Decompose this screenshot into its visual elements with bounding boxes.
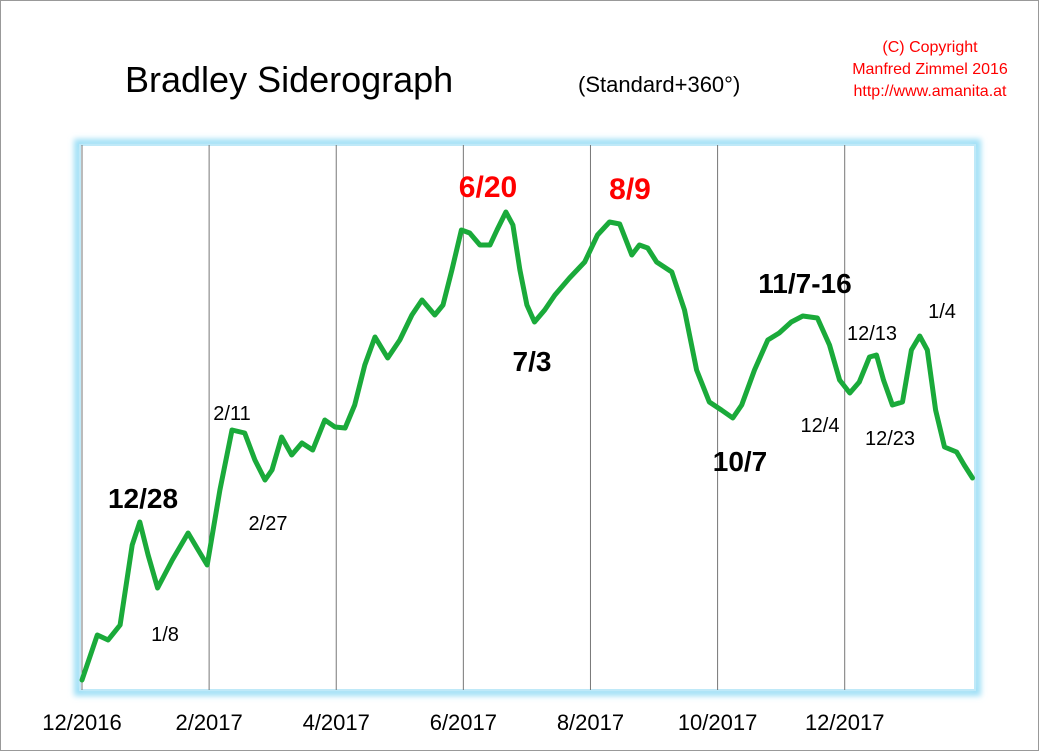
- credit: Manfred Zimmel 2016: [852, 61, 1008, 78]
- line: [79, 209, 975, 683]
- x-tick-label: 12/2016: [42, 710, 122, 735]
- annotation: 1/8: [151, 624, 179, 646]
- annotation: 7/3: [513, 346, 552, 377]
- x-tick-label: 8/2017: [557, 710, 624, 735]
- chart-subtitle: (Standard+360°): [578, 72, 740, 97]
- annotation: 1/4: [928, 301, 956, 323]
- annotation: 2/11: [213, 403, 250, 425]
- chart-title: Bradley Siderograph: [125, 59, 453, 100]
- annotation: 2/27: [249, 513, 288, 535]
- credit: (C) Copyright: [882, 39, 978, 56]
- plot-glow: [74, 139, 981, 696]
- annotation: 11/7-16: [758, 268, 851, 299]
- annotation: 12/4: [801, 415, 840, 437]
- credit: http://www.amanita.at: [854, 83, 1008, 100]
- annotation: 6/20: [459, 171, 517, 204]
- x-tick-label: 6/2017: [430, 710, 497, 735]
- plot-area: [79, 144, 976, 691]
- annotation: 10/7: [713, 446, 768, 477]
- x-tick-label: 12/2017: [805, 710, 885, 735]
- annotation: 8/9: [609, 173, 651, 206]
- x-tick-label: 2/2017: [175, 710, 242, 735]
- annotation: 12/28: [108, 483, 178, 514]
- annotation: 12/23: [865, 428, 915, 450]
- x-tick-label: 4/2017: [303, 710, 370, 735]
- annotation: 12/13: [847, 323, 897, 345]
- x-tick-label: 10/2017: [678, 710, 758, 735]
